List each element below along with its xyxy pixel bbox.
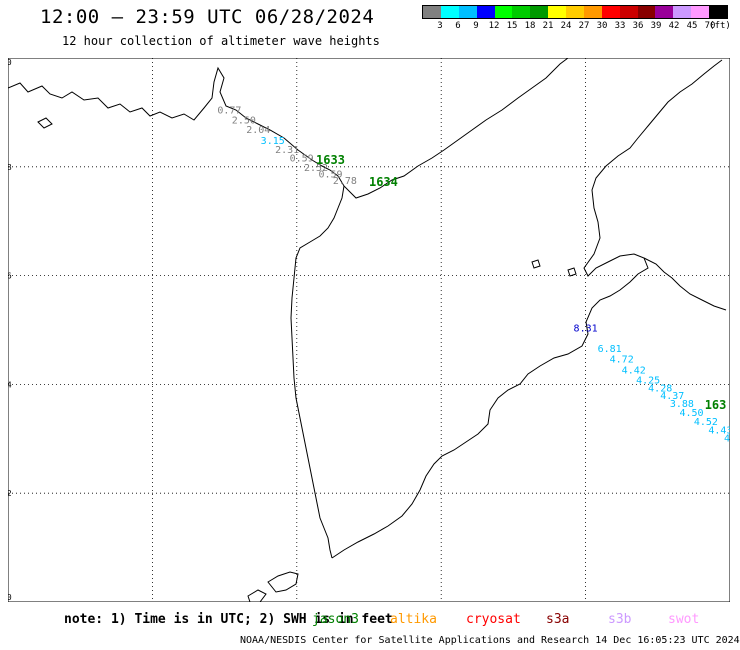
island-kuril-2 <box>247 589 267 602</box>
legend-swatch <box>566 6 584 18</box>
island-small-1 <box>531 259 541 269</box>
wave-height-label: 0.77 <box>217 105 241 116</box>
wave-height-label: 2.04 <box>246 125 270 136</box>
legend-label: 15 <box>506 21 518 31</box>
coastline-kamchatka-west <box>290 185 345 559</box>
lat-tick-label: 52 <box>8 489 12 498</box>
page-title: 12:00 – 23:59 UTC 06/28/2024 <box>40 6 375 28</box>
legend-swatch <box>494 6 513 18</box>
legend-label: 45 <box>686 21 698 31</box>
legend-swatch <box>548 6 566 18</box>
pass-time-label: 163 <box>705 398 727 412</box>
mission-label: jason3 <box>312 612 359 627</box>
legend-swatch <box>673 6 692 18</box>
island-shantar <box>37 117 53 129</box>
legend-swatch <box>440 6 459 18</box>
legend-label: 24 <box>560 21 572 31</box>
wave-height-label: 4.43 <box>708 425 730 436</box>
legend-swatch <box>583 6 602 18</box>
legend-label: 70 <box>704 21 716 31</box>
lat-tick-label: 50 <box>8 593 12 602</box>
legend-swatch <box>458 6 477 18</box>
legend-swatch <box>637 6 656 18</box>
wave-height-label: 4.28 <box>648 383 672 394</box>
legend-label: 33 <box>614 21 626 31</box>
wave-height-label: 4.42 <box>622 366 646 377</box>
legend-label: 42 <box>668 21 680 31</box>
wave-height-label: 2.52 <box>304 163 328 174</box>
mission-label: cryosat <box>466 612 521 627</box>
legend-swatch <box>601 6 620 18</box>
axis-ticks: 505254565860150153156159162165 <box>8 58 12 602</box>
footer-note: note: 1) Time is in UTC; 2) SWH is in fe… <box>64 612 393 627</box>
wave-height-label: 4.25 <box>636 375 660 386</box>
island-small-2 <box>567 267 577 277</box>
wave-height-label: 2.78 <box>333 176 357 187</box>
wave-height-label: 2.31 <box>275 145 299 156</box>
observation-labels: 0.772.502.043.152.310.59 16332.520.592.78… <box>217 105 730 444</box>
wave-height-label: 0.59 <box>318 170 342 181</box>
wave-height-label: 4. <box>724 434 730 445</box>
legend-swatch <box>691 6 709 18</box>
legend-swatch <box>709 6 727 18</box>
lat-tick-label: 54 <box>8 380 12 389</box>
legend-label: 30 <box>596 21 608 31</box>
legend-swatch <box>512 6 531 18</box>
map-panel: 0.77 2.50 2.04 3.15 2.31 0.59 1633 2.52 0.59 2.78… <box>8 58 730 602</box>
island-kuril-1 <box>267 571 299 593</box>
lat-tick-label: 60 <box>8 58 12 67</box>
legend-label: 12 <box>488 21 500 31</box>
lat-tick-label: 58 <box>8 163 12 172</box>
mission-label: swot <box>668 612 700 627</box>
mission-label: altika <box>390 612 437 627</box>
coastline-kamchatka-east <box>331 59 723 559</box>
legend-labels: 3 6 9 12 15 18 21 24 27 30 33 36 39 42 45 70 (ft) <box>422 19 731 33</box>
lat-tick-label: 56 <box>8 272 12 281</box>
wave-height-label: 3.88 <box>670 399 694 410</box>
legend-swatches <box>422 5 728 19</box>
map-frame <box>8 58 730 602</box>
legend-swatch <box>530 6 549 18</box>
legend-swatch <box>619 6 638 18</box>
legend-label: 27 <box>578 21 590 31</box>
map-canvas: 0.772.502.043.152.310.59 16332.520.592.78… <box>8 58 730 602</box>
wave-height-label: 6.81 <box>598 344 622 355</box>
legend-label: 9 <box>473 21 479 31</box>
wave-height-label: 8.31 <box>574 324 598 335</box>
wave-height-label: 4.72 <box>610 355 634 366</box>
legend-label: 21 <box>542 21 554 31</box>
coastline-northeast <box>643 257 727 311</box>
wave-height-label: 2.50 <box>232 115 256 126</box>
legend-label: 39 <box>650 21 662 31</box>
mission-label: s3b <box>608 612 632 627</box>
wave-height-label: 4.50 <box>679 408 703 419</box>
color-legend: 3 6 9 12 15 18 21 24 27 30 33 36 39 42 45 70 (ft) <box>422 5 731 35</box>
wave-height-label: 3.15 <box>261 136 285 147</box>
coastline-north <box>8 58 569 199</box>
legend-label: 6 <box>455 21 461 31</box>
pass-time-label: 1633 <box>316 153 345 167</box>
graticule <box>8 58 730 602</box>
mission-label: s3a <box>546 612 570 627</box>
legend-label: 18 <box>524 21 536 31</box>
coastline <box>8 58 727 602</box>
legend-label: 36 <box>632 21 644 31</box>
legend-unit: (ft) <box>709 21 731 31</box>
pass-time-label: 1634 <box>369 175 398 189</box>
legend-label: 3 <box>437 21 443 31</box>
page-subtitle: 12 hour collection of altimeter wave hei… <box>62 34 380 48</box>
legend-swatch <box>655 6 674 18</box>
wave-height-label: 0.59 <box>290 153 314 164</box>
footer-credit: NOAA/NESDIS Center for Satellite Applica… <box>240 635 740 646</box>
wave-height-label: 4.52 <box>694 417 718 428</box>
legend-swatch <box>423 6 441 18</box>
legend-swatch <box>476 6 495 18</box>
wave-height-label: 4.37 <box>660 391 684 402</box>
